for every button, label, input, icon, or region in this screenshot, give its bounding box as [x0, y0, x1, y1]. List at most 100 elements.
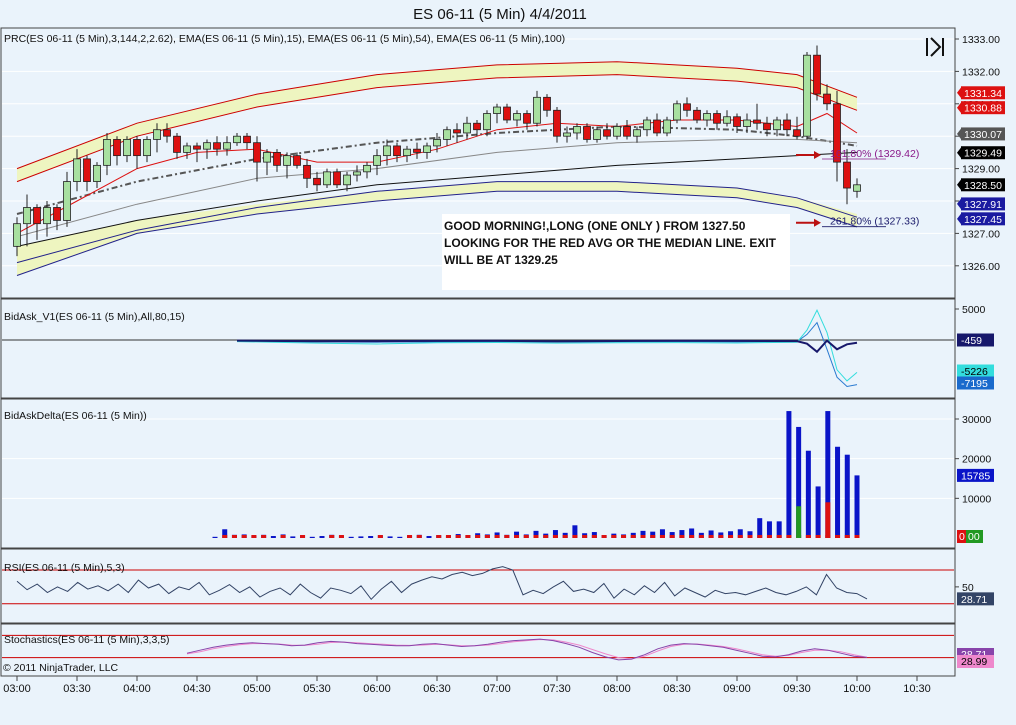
- chart-title: ES 06-11 (5 Min) 4/4/2011: [413, 6, 587, 23]
- candle-body: [303, 164, 311, 179]
- delta-bar-red-base: [591, 535, 597, 538]
- candle-body: [593, 129, 601, 140]
- candle-body: [503, 106, 511, 121]
- price-tick-label: 1329.00: [962, 164, 1000, 176]
- delta-bar: [533, 530, 539, 538]
- price-tag-label: 1327.91: [964, 199, 1002, 211]
- delta-panel-frame: [0, 398, 956, 549]
- candle-body: [823, 93, 831, 105]
- candle-body: [93, 164, 101, 182]
- candle-body: [803, 54, 811, 137]
- price-tag-notch: [957, 146, 962, 160]
- candle-body: [563, 132, 571, 137]
- delta-bar-red: [825, 502, 831, 538]
- candle-body: [633, 129, 641, 137]
- x-tick-label: 05:00: [243, 683, 271, 695]
- x-tick-label: 10:00: [843, 683, 871, 695]
- candle-body: [493, 106, 501, 114]
- bidask-panel-label: BidAsk_V1(ES 06-11 (5 Min),All,80,15): [4, 311, 185, 323]
- bidask-tag-label: -7195: [961, 378, 988, 390]
- candle-body: [413, 148, 421, 153]
- candle-body: [13, 223, 21, 247]
- candle-body: [243, 135, 251, 144]
- price-tag-notch: [957, 197, 962, 211]
- upper-band-line: [16, 61, 858, 170]
- delta-bar: [572, 525, 578, 538]
- candle-body: [533, 96, 541, 124]
- candle-body: [573, 126, 581, 134]
- candle-body: [223, 142, 231, 150]
- x-tick-label: 04:30: [183, 683, 211, 695]
- trade-note-line-1: GOOD MORNING!,LONG (ONE ONLY ) FROM 1327…: [444, 219, 746, 233]
- candle-body: [273, 151, 281, 166]
- price-panel-label: PRC(ES 06-11 (5 Min),3,144,2,2.62), EMA(…: [4, 33, 565, 45]
- delta-bar-red-base: [698, 535, 704, 538]
- price-tag: [961, 197, 1005, 211]
- candle-body: [193, 145, 201, 150]
- delta-bar: [387, 536, 393, 538]
- candle-body: [163, 129, 171, 137]
- delta-bar-red-base: [621, 535, 627, 538]
- delta-bar: [689, 528, 695, 538]
- delta-bar-red-base: [689, 535, 695, 538]
- candle-body: [483, 113, 491, 131]
- candle-body: [673, 103, 681, 121]
- delta-bar-red-base: [523, 535, 529, 538]
- delta-tag: [957, 468, 994, 482]
- delta-bar: [270, 536, 276, 538]
- bidask-tag-label: -459: [961, 335, 982, 347]
- x-tick-label: 09:00: [723, 683, 751, 695]
- candle-body: [213, 142, 221, 150]
- candle-body: [713, 113, 721, 124]
- delta-bar-red-base: [611, 535, 617, 538]
- price-tag-label: 1330.88: [964, 103, 1002, 115]
- stoch-panel-label: Stochastics(ES 06-11 (5 Min),3,3,5): [4, 634, 170, 646]
- delta-bar-red-base: [854, 535, 860, 538]
- delta-bar-red-base: [231, 535, 237, 538]
- delta-bar-red-base: [737, 535, 743, 538]
- price-tag: [961, 86, 1005, 100]
- delta-bar: [815, 486, 821, 538]
- delta-bar-red-base: [251, 535, 257, 538]
- delta-bar-red-base: [572, 535, 578, 538]
- delta-bar: [514, 531, 520, 538]
- price-tag-label: 1327.45: [964, 214, 1002, 226]
- candle-body: [263, 151, 271, 163]
- candle-body: [703, 113, 711, 121]
- bidask-tag: [957, 333, 994, 347]
- delta-bar-red-base: [766, 535, 772, 538]
- price-tag-label: 1328.50: [964, 180, 1002, 192]
- candle-body: [283, 155, 291, 166]
- candle-body: [833, 103, 841, 163]
- delta-bar-red-base: [747, 535, 753, 538]
- delta-bar: [319, 536, 325, 538]
- delta-bar: [650, 531, 656, 538]
- bidask-tag: [957, 376, 994, 390]
- axes: 03:00 03:30 04:00 04:30 05:00 05:30 06:00 06:30…: [3, 34, 1005, 695]
- bidask-bid-line: [236, 339, 858, 354]
- delta-bar-red-base: [416, 535, 422, 538]
- delta-bar-red-base: [445, 535, 451, 538]
- delta-bar: [222, 529, 228, 538]
- candle-body: [763, 122, 771, 131]
- candle-body: [733, 116, 741, 127]
- x-tick-label: 09:30: [783, 683, 811, 695]
- ema100-line: [16, 151, 858, 247]
- candle-body: [843, 161, 851, 189]
- candle-body: [393, 145, 401, 157]
- delta-bar-red-base: [718, 535, 724, 538]
- candle-body: [513, 113, 521, 121]
- delta-bar: [844, 454, 850, 538]
- candle-body: [753, 119, 761, 124]
- delta-bar-red-base: [338, 535, 344, 538]
- candle-body: [33, 207, 41, 225]
- delta-bar: [805, 450, 811, 538]
- price-tag: [961, 127, 1005, 141]
- delta-bar-red-base: [300, 535, 306, 538]
- delta-tag-label: 0: [959, 531, 965, 543]
- price-tick-label: 1333.00: [962, 34, 1000, 46]
- scroll-to-end-icon[interactable]: [923, 36, 945, 58]
- fib-arrow-head: [814, 218, 821, 227]
- rsi-plot: [2, 566, 954, 605]
- candle-body: [453, 129, 461, 134]
